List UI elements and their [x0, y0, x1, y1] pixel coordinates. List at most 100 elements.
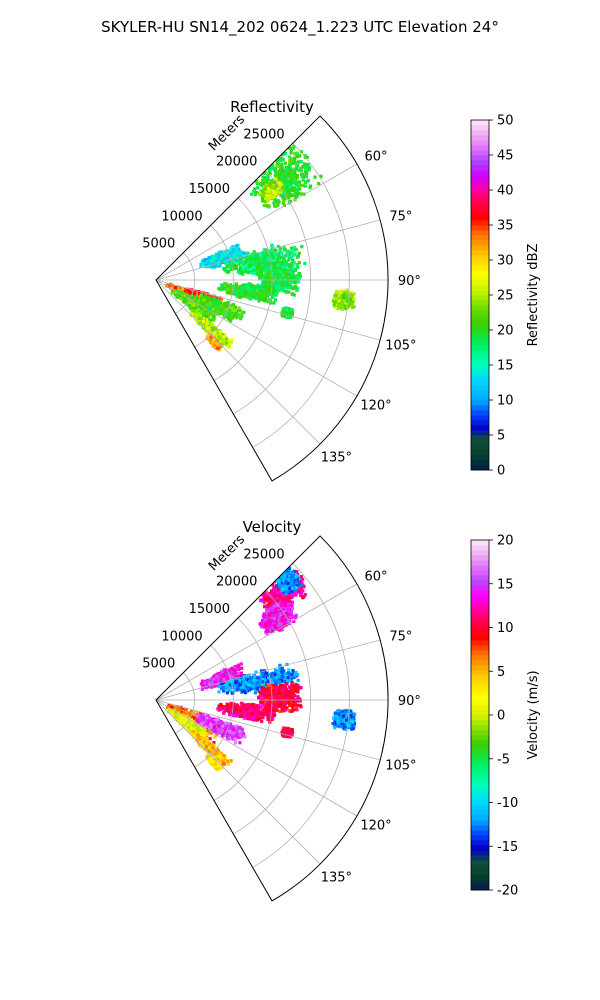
colorbar-tick-label: 20 — [497, 534, 514, 549]
azimuth-tick-label: 60° — [364, 149, 387, 164]
colorbar-segment — [471, 595, 489, 601]
colorbar-segment — [471, 565, 489, 571]
colorbar-segment — [471, 325, 489, 331]
range-tick-label: 5000 — [142, 237, 175, 252]
colorbar-segment — [471, 810, 489, 816]
colorbar-segment — [471, 440, 489, 446]
colorbar-segment — [471, 405, 489, 411]
range-tick-label: 10000 — [161, 629, 202, 644]
colorbar-segment — [471, 365, 489, 371]
panel-title: Velocity — [243, 518, 302, 536]
colorbar-segment — [471, 275, 489, 281]
colorbar-segment — [471, 205, 489, 211]
colorbar: 0 5 10 15 20 25 30 35 40 45 50 Reflectivity dBZ — [470, 114, 541, 479]
polar-grid — [155, 143, 388, 448]
azimuth-line — [155, 279, 358, 397]
colorbar-tick-label: 5 — [497, 429, 505, 444]
echo-cell — [205, 753, 224, 772]
colorbar-segment — [471, 780, 489, 786]
range-ring — [175, 252, 196, 314]
colorbar-segment — [471, 450, 489, 456]
colorbar-segment — [471, 125, 489, 131]
azimuth-line — [155, 279, 381, 341]
colorbar-segment — [471, 730, 489, 736]
colorbar-tick-label: 50 — [497, 114, 514, 129]
colorbar-segment — [471, 160, 489, 166]
colorbar-tick-label: -20 — [497, 884, 518, 899]
azimuth-tick-label: 60° — [364, 569, 387, 584]
colorbar-segment — [471, 610, 489, 616]
colorbar-segment — [471, 710, 489, 716]
echo-cell — [280, 726, 295, 739]
colorbar-segment — [471, 760, 489, 766]
azimuth-line — [155, 699, 381, 761]
colorbar-segment — [471, 630, 489, 636]
colorbar-segment — [471, 170, 489, 176]
range-tick-label: 25000 — [243, 127, 284, 142]
colorbar-segment — [471, 210, 489, 216]
colorbar-segment — [471, 335, 489, 341]
colorbar-segment — [471, 605, 489, 611]
colorbar-segment — [471, 540, 489, 546]
azimuth-tick-label: 135° — [321, 870, 352, 885]
colorbar-segment — [471, 720, 489, 726]
radial-axis-label: Meters — [206, 532, 248, 574]
colorbar-segment — [471, 425, 489, 431]
colorbar-segment — [471, 185, 489, 191]
colorbar-segment — [471, 765, 489, 771]
colorbar-segment — [471, 840, 489, 846]
colorbar-segment — [471, 635, 489, 641]
azimuth-line — [155, 699, 358, 817]
colorbar-segment — [471, 330, 489, 336]
colorbar-tick-label: -10 — [497, 796, 518, 811]
echo-cell — [216, 701, 279, 724]
colorbar-segment — [471, 195, 489, 201]
range-tick-label: 5000 — [142, 657, 175, 672]
colorbar-tick-label: 5 — [497, 665, 505, 680]
colorbar-segment — [471, 295, 489, 301]
colorbar-tick-label: 40 — [497, 184, 514, 199]
range-ring — [252, 143, 350, 448]
azimuth-tick-label: 105° — [385, 339, 416, 354]
colorbar-segment — [471, 375, 489, 381]
range-ring — [252, 563, 350, 868]
colorbar-tick-label: 0 — [497, 464, 505, 479]
colorbar-segment — [471, 180, 489, 186]
colorbar-segment — [471, 235, 489, 241]
colorbar-segment — [471, 795, 489, 801]
colorbar-segment — [471, 585, 489, 591]
colorbar-segment — [471, 740, 489, 746]
colorbar-label: Velocity (m/s) — [526, 670, 541, 759]
colorbar-segment — [471, 790, 489, 796]
colorbar-segment — [471, 200, 489, 206]
colorbar-tick-label: 0 — [497, 709, 505, 724]
colorbar-segment — [471, 280, 489, 286]
echo-cell — [273, 566, 303, 596]
azimuth-tick-label: 90° — [398, 274, 421, 289]
colorbar-segment — [471, 430, 489, 436]
colorbar-segment — [471, 600, 489, 606]
colorbar-segment — [471, 290, 489, 296]
range-tick-label: 20000 — [216, 155, 257, 170]
sector-outline — [155, 535, 389, 902]
echo-cell — [331, 708, 357, 732]
colorbar-tick-label: 20 — [497, 324, 514, 339]
colorbar-segment — [471, 300, 489, 306]
colorbar-segment — [471, 550, 489, 556]
echo-cell — [250, 144, 323, 209]
colorbar-segment — [471, 690, 489, 696]
colorbar-segment — [471, 680, 489, 686]
azimuth-tick-label: 105° — [385, 759, 416, 774]
range-tick-label: 25000 — [243, 547, 284, 562]
colorbar-segment — [471, 305, 489, 311]
range-ring — [213, 617, 273, 801]
colorbar-segment — [471, 360, 489, 366]
azimuth-line — [155, 583, 358, 701]
radial-axis-label: Meters — [206, 112, 248, 154]
colorbar-segment — [471, 250, 489, 256]
colorbar-segment — [471, 150, 489, 156]
colorbar-segment — [471, 885, 489, 891]
colorbar-segment — [471, 555, 489, 561]
colorbar-tick-label: 45 — [497, 149, 514, 164]
